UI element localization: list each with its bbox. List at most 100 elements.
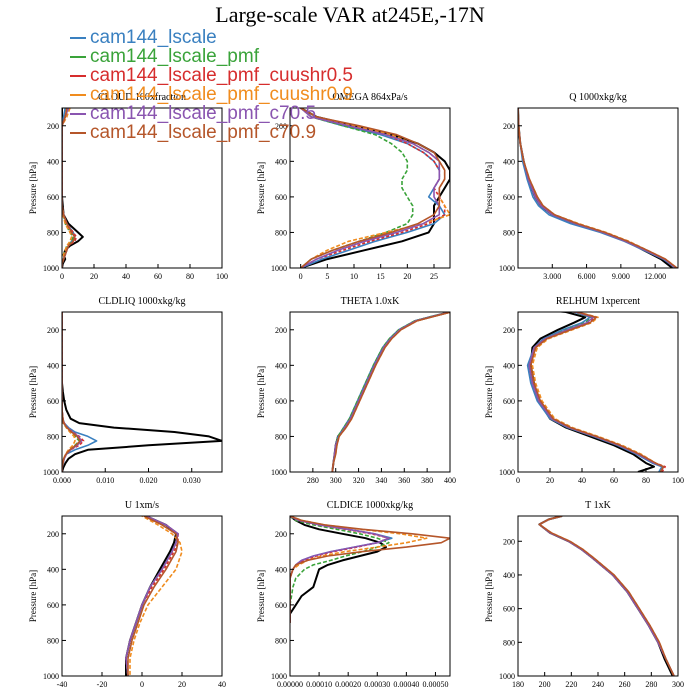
y-tick-label: 400 bbox=[47, 361, 59, 370]
plot-frame bbox=[517, 515, 679, 677]
series-line bbox=[62, 312, 76, 472]
series-line bbox=[538, 516, 675, 676]
series-line bbox=[290, 516, 387, 623]
panel-title: THETA 1.0xK bbox=[341, 296, 400, 307]
series-line bbox=[290, 516, 450, 623]
x-tick-label: 0.00030 bbox=[364, 680, 390, 689]
series-line bbox=[538, 516, 675, 676]
legend-item: cam144_lscale_pmf_c70.9 bbox=[70, 122, 353, 143]
y-tick-label: 800 bbox=[503, 228, 515, 237]
x-tick-label: 60 bbox=[610, 476, 618, 485]
series-line bbox=[518, 108, 673, 268]
series-line bbox=[127, 516, 179, 676]
y-tick-label: 1000 bbox=[43, 264, 59, 273]
panel-title: Q 1000xkg/kg bbox=[569, 92, 627, 103]
series-line bbox=[62, 312, 222, 472]
panel: CLOUD 100xfraction 0 20 40 60 80 100 200 400 600 8… bbox=[28, 92, 228, 281]
y-axis-label: Pressure [hPa] bbox=[28, 570, 38, 622]
y-tick-label: 800 bbox=[47, 432, 59, 441]
x-tick-label: 260 bbox=[619, 680, 631, 689]
panel: Q 1000xkg/kg 3.000 6.000 9.000 12.000 200 400 6… bbox=[484, 92, 679, 281]
series-line bbox=[538, 516, 675, 676]
x-tick-label: 15 bbox=[377, 272, 385, 281]
series-line bbox=[538, 516, 675, 676]
y-tick-label: 200 bbox=[503, 122, 515, 131]
x-tick-label: 320 bbox=[353, 476, 365, 485]
x-tick-label: 380 bbox=[421, 476, 433, 485]
x-tick-label: 340 bbox=[375, 476, 387, 485]
plot-frame bbox=[61, 515, 223, 677]
legend-label: cam144_lscale_pmf bbox=[90, 45, 259, 67]
y-tick-label: 800 bbox=[275, 228, 287, 237]
series-line bbox=[518, 108, 678, 268]
y-tick-label: 600 bbox=[503, 193, 515, 202]
series-line bbox=[538, 516, 675, 676]
x-tick-label: 0 bbox=[140, 680, 144, 689]
panel-title: CLDICE 1000xkg/kg bbox=[327, 500, 413, 511]
panel-title: RELHUM 1xpercent bbox=[556, 296, 640, 307]
y-axis-label: Pressure [hPa] bbox=[484, 570, 494, 622]
x-tick-label: 280 bbox=[307, 476, 319, 485]
y-tick-label: 1000 bbox=[271, 468, 287, 477]
x-tick-label: 0.00050 bbox=[422, 680, 448, 689]
y-tick-label: 400 bbox=[275, 565, 287, 574]
y-tick-label: 1000 bbox=[43, 672, 59, 681]
y-tick-label: 400 bbox=[275, 157, 287, 166]
legend-swatch bbox=[70, 93, 86, 96]
x-tick-label: 20 bbox=[403, 272, 411, 281]
y-tick-label: 600 bbox=[275, 397, 287, 406]
y-axis-label: Pressure [hPa] bbox=[484, 162, 494, 214]
series-line bbox=[331, 312, 450, 472]
x-tick-label: 3.000 bbox=[543, 272, 561, 281]
x-tick-label: 9.000 bbox=[612, 272, 630, 281]
x-tick-label: 40 bbox=[218, 680, 226, 689]
series-line bbox=[518, 108, 677, 268]
series-line bbox=[526, 312, 663, 472]
x-tick-label: 220 bbox=[565, 680, 577, 689]
plot-frame bbox=[517, 107, 679, 269]
x-tick-label: 100 bbox=[216, 272, 228, 281]
series-line bbox=[62, 108, 76, 268]
series-line bbox=[528, 312, 667, 472]
plot-frame bbox=[61, 311, 223, 473]
series-line bbox=[529, 312, 665, 472]
y-tick-label: 400 bbox=[47, 157, 59, 166]
series-line bbox=[529, 312, 655, 472]
y-tick-label: 200 bbox=[47, 122, 59, 131]
plot-frame bbox=[289, 311, 451, 473]
y-tick-label: 800 bbox=[275, 432, 287, 441]
panel: RELHUM 1xpercent 0 20 40 60 80 100 200 400 600 800… bbox=[484, 296, 684, 485]
x-tick-label: 0.030 bbox=[183, 476, 201, 485]
plot-frame bbox=[517, 311, 679, 473]
y-tick-label: 600 bbox=[47, 601, 59, 610]
x-tick-label: 80 bbox=[642, 476, 650, 485]
x-tick-label: -40 bbox=[57, 680, 68, 689]
x-tick-label: 360 bbox=[398, 476, 410, 485]
y-tick-label: 200 bbox=[275, 122, 287, 131]
legend-swatch bbox=[70, 131, 86, 134]
series-line bbox=[62, 108, 73, 268]
legend-swatch bbox=[70, 36, 86, 39]
y-tick-label: 1000 bbox=[43, 468, 59, 477]
x-tick-label: 0 bbox=[516, 476, 520, 485]
legend-swatch bbox=[70, 112, 86, 115]
y-tick-label: 400 bbox=[503, 157, 515, 166]
series-line bbox=[290, 516, 390, 623]
legend-item: cam144_lscale_pmf bbox=[70, 45, 353, 67]
x-tick-label: 60 bbox=[154, 272, 162, 281]
series-line bbox=[518, 108, 678, 268]
series-line bbox=[331, 312, 450, 472]
x-tick-label: 280 bbox=[645, 680, 657, 689]
series-line bbox=[300, 108, 450, 268]
plot-frame bbox=[289, 107, 451, 269]
y-axis-label: Pressure [hPa] bbox=[256, 570, 266, 622]
panel-title: CLDLIQ 1000xkg/kg bbox=[99, 296, 186, 307]
series-line bbox=[300, 108, 446, 268]
legend-label: cam144_lscale bbox=[90, 26, 217, 48]
panel: U 1xm/s -40 -20 0 20 40 200 400 600 800 1000 Pressu… bbox=[28, 500, 226, 689]
y-tick-label: 800 bbox=[503, 432, 515, 441]
x-tick-label: 300 bbox=[330, 476, 342, 485]
y-tick-label: 600 bbox=[275, 193, 287, 202]
panel: THETA 1.0xK 280 300 320 340 360 380 400 200 400 60… bbox=[256, 296, 456, 485]
